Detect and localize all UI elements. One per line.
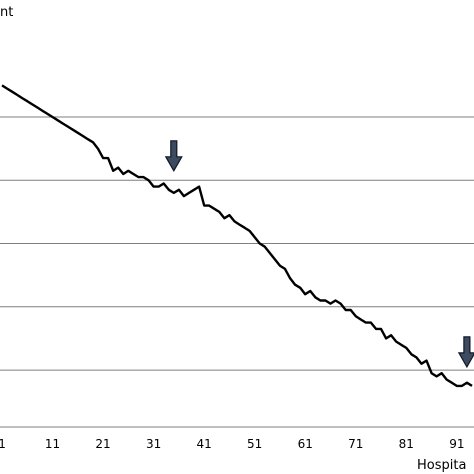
annotations	[164, 140, 474, 369]
x-tick-labels: 1 11 21 31 41 51 61 71 81 91	[0, 437, 464, 451]
x-tick-label: 61	[298, 437, 313, 451]
x-tick-label: 91	[449, 437, 464, 451]
series-line	[1, 84, 473, 388]
y-axis-title: nt	[0, 5, 13, 20]
x-tick-label: 1	[0, 437, 6, 451]
x-tick-label: 11	[45, 437, 60, 451]
x-tick-label: 41	[197, 437, 212, 451]
x-tick-label: 71	[348, 437, 363, 451]
down-arrow-icon	[164, 140, 183, 173]
x-tick-label: 51	[247, 437, 262, 451]
x-tick-label: 21	[95, 437, 110, 451]
down-arrow-icon	[457, 336, 474, 369]
x-axis-title: Hospita	[417, 458, 466, 473]
gridlines	[0, 116, 474, 371]
x-tick-label: 81	[399, 437, 414, 451]
x-tick-label: 31	[146, 437, 161, 451]
